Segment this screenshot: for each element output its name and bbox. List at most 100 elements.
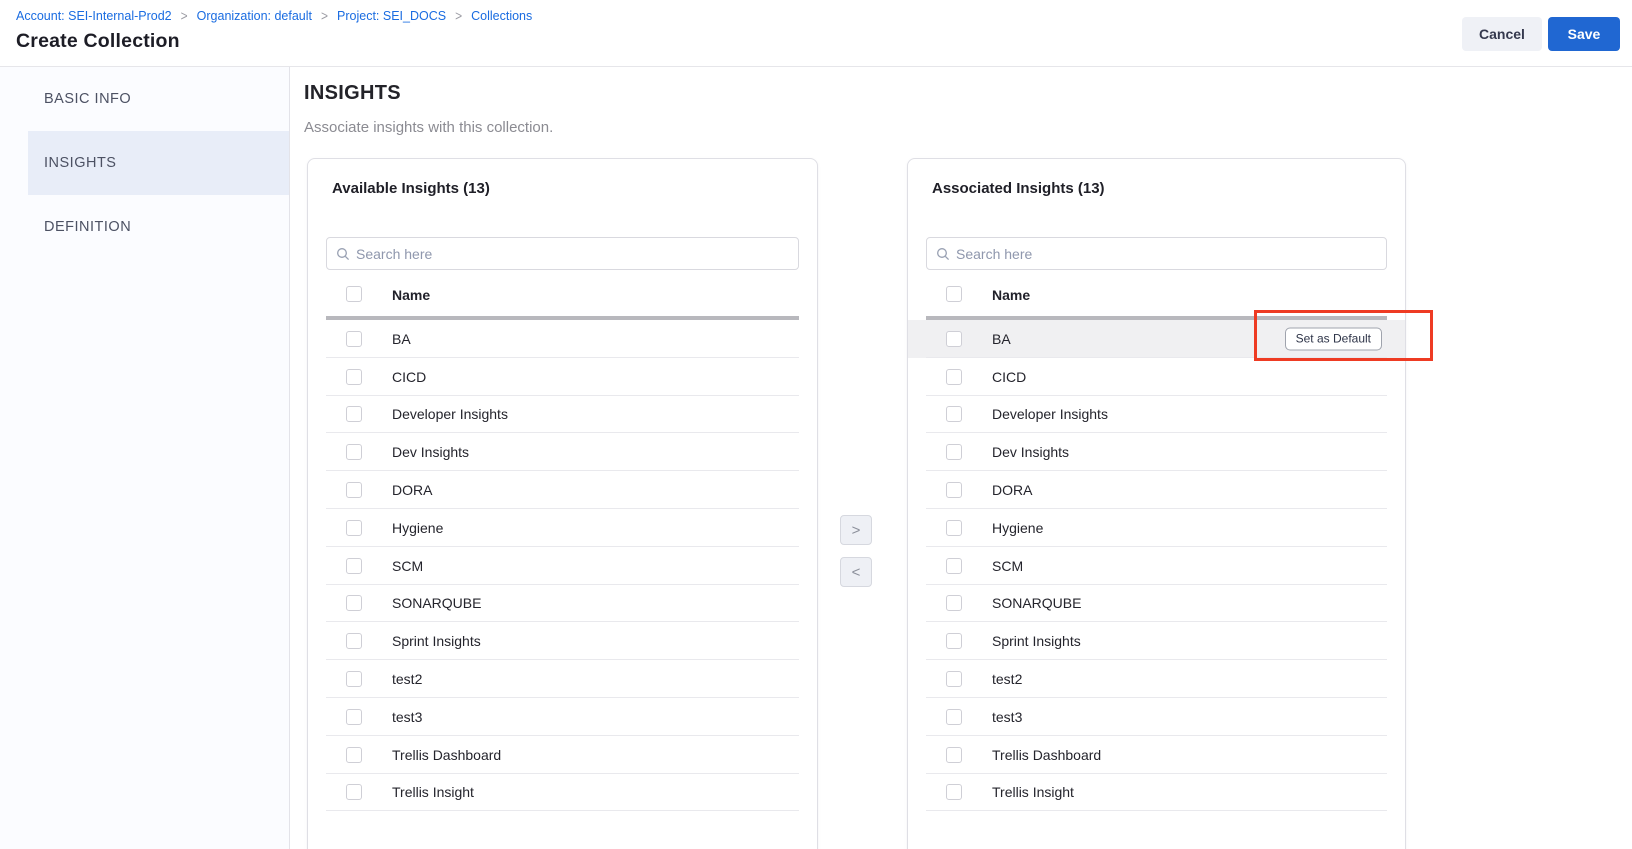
search-icon <box>937 247 950 260</box>
table-row[interactable]: Developer Insights <box>908 396 1405 434</box>
sidebar-item-definition[interactable]: DEFINITION <box>28 195 289 259</box>
row-label: Trellis Dashboard <box>392 746 502 763</box>
table-row[interactable]: SONARQUBE <box>908 585 1405 623</box>
sidebar: BASIC INFO INSIGHTS DEFINITION <box>0 67 290 849</box>
row-checkbox[interactable] <box>346 368 362 385</box>
section-heading: INSIGHTS <box>304 82 401 104</box>
row-checkbox[interactable] <box>946 671 962 688</box>
table-header-divider <box>326 316 799 320</box>
row-checkbox[interactable] <box>946 633 962 650</box>
table-row[interactable]: DORA <box>908 471 1405 509</box>
table-row[interactable]: DORA <box>308 471 817 509</box>
row-checkbox[interactable] <box>346 330 362 347</box>
associated-insights-title: Associated Insights (13) <box>932 180 1105 197</box>
table-header-divider <box>926 316 1387 320</box>
table-row[interactable]: test3 <box>908 698 1405 736</box>
table-row[interactable]: Hygiene <box>908 509 1405 547</box>
row-checkbox[interactable] <box>946 708 962 725</box>
page-header: Account: SEI-Internal-Prod2 > Organizati… <box>0 0 1632 67</box>
row-checkbox[interactable] <box>946 746 962 763</box>
row-label: BA <box>992 330 1011 347</box>
row-label: Trellis Dashboard <box>992 746 1102 763</box>
move-left-button[interactable]: < <box>840 557 872 587</box>
breadcrumb-account-link[interactable]: Account: SEI-Internal-Prod2 <box>16 9 172 23</box>
row-label: DORA <box>392 482 433 499</box>
row-checkbox[interactable] <box>946 784 962 801</box>
row-label: Dev Insights <box>392 444 470 461</box>
name-column-header: Name <box>992 287 1031 303</box>
row-checkbox[interactable] <box>946 482 962 499</box>
table-row[interactable]: Dev Insights <box>308 433 817 471</box>
sidebar-item-basic-info[interactable]: BASIC INFO <box>28 67 289 131</box>
row-checkbox[interactable] <box>346 595 362 612</box>
table-row[interactable]: SCM <box>308 547 817 585</box>
row-label: test3 <box>992 708 1023 725</box>
cancel-button[interactable]: Cancel <box>1462 17 1542 51</box>
row-checkbox[interactable] <box>946 406 962 423</box>
move-right-button[interactable]: > <box>840 515 872 545</box>
row-checkbox[interactable] <box>346 671 362 688</box>
row-label: Hygiene <box>992 519 1044 536</box>
breadcrumb: Account: SEI-Internal-Prod2 > Organizati… <box>16 7 533 25</box>
row-label: test3 <box>392 708 423 725</box>
row-label: Developer Insights <box>992 406 1108 423</box>
table-row[interactable]: BA Set as Default <box>908 320 1405 358</box>
row-checkbox[interactable] <box>346 708 362 725</box>
table-row[interactable]: Sprint Insights <box>308 622 817 660</box>
sidebar-item-insights[interactable]: INSIGHTS <box>28 131 289 195</box>
save-button[interactable]: Save <box>1548 17 1620 51</box>
row-checkbox[interactable] <box>346 784 362 801</box>
row-checkbox[interactable] <box>946 557 962 574</box>
table-row[interactable]: Trellis Insight <box>308 774 817 812</box>
breadcrumb-organization-link[interactable]: Organization: default <box>196 9 313 23</box>
table-row[interactable]: SCM <box>908 547 1405 585</box>
row-label: SONARQUBE <box>392 595 482 612</box>
table-row[interactable]: test2 <box>308 660 817 698</box>
set-as-default-button[interactable]: Set as Default <box>1284 327 1382 351</box>
table-row[interactable]: CICD <box>308 358 817 396</box>
table-row[interactable]: test2 <box>908 660 1405 698</box>
row-checkbox[interactable] <box>346 482 362 499</box>
row-label: Sprint Insights <box>992 633 1081 650</box>
table-row[interactable]: Sprint Insights <box>908 622 1405 660</box>
table-row[interactable]: SONARQUBE <box>308 585 817 623</box>
select-all-checkbox[interactable] <box>946 286 962 302</box>
row-checkbox[interactable] <box>346 444 362 461</box>
row-checkbox[interactable] <box>946 595 962 612</box>
breadcrumb-collections-link[interactable]: Collections <box>471 9 533 23</box>
associated-insights-panel: Associated Insights (13) Name BA Set as D… <box>907 158 1406 849</box>
search-box <box>326 237 799 270</box>
page-title: Create Collection <box>16 30 180 52</box>
table-row[interactable]: Trellis Dashboard <box>908 736 1405 774</box>
row-checkbox[interactable] <box>946 368 962 385</box>
row-label: SCM <box>992 557 1024 574</box>
row-label: test2 <box>992 671 1023 688</box>
table-row[interactable]: test3 <box>308 698 817 736</box>
chevron-left-icon: < <box>851 563 861 581</box>
row-checkbox[interactable] <box>946 330 962 347</box>
chevron-right-icon: > <box>321 7 329 25</box>
table-row[interactable]: BA <box>308 320 817 358</box>
section-subheading: Associate insights with this collection. <box>304 119 554 136</box>
row-label: SONARQUBE <box>992 595 1082 612</box>
row-checkbox[interactable] <box>346 406 362 423</box>
search-input[interactable] <box>956 245 1377 262</box>
table-row[interactable]: Developer Insights <box>308 396 817 434</box>
table-row[interactable]: CICD <box>908 358 1405 396</box>
row-checkbox[interactable] <box>346 519 362 536</box>
row-checkbox[interactable] <box>946 444 962 461</box>
row-label: Trellis Insight <box>392 784 474 801</box>
table-row[interactable]: Trellis Insight <box>908 774 1405 812</box>
table-row[interactable]: Dev Insights <box>908 433 1405 471</box>
table-row[interactable]: Trellis Dashboard <box>308 736 817 774</box>
row-checkbox[interactable] <box>346 633 362 650</box>
row-checkbox[interactable] <box>346 746 362 763</box>
breadcrumb-project-link[interactable]: Project: SEI_DOCS <box>337 9 447 23</box>
search-input[interactable] <box>356 245 789 262</box>
select-all-checkbox[interactable] <box>346 286 362 302</box>
chevron-right-icon: > <box>851 521 861 539</box>
name-column-header: Name <box>392 287 431 303</box>
row-checkbox[interactable] <box>346 557 362 574</box>
table-row[interactable]: Hygiene <box>308 509 817 547</box>
row-checkbox[interactable] <box>946 519 962 536</box>
